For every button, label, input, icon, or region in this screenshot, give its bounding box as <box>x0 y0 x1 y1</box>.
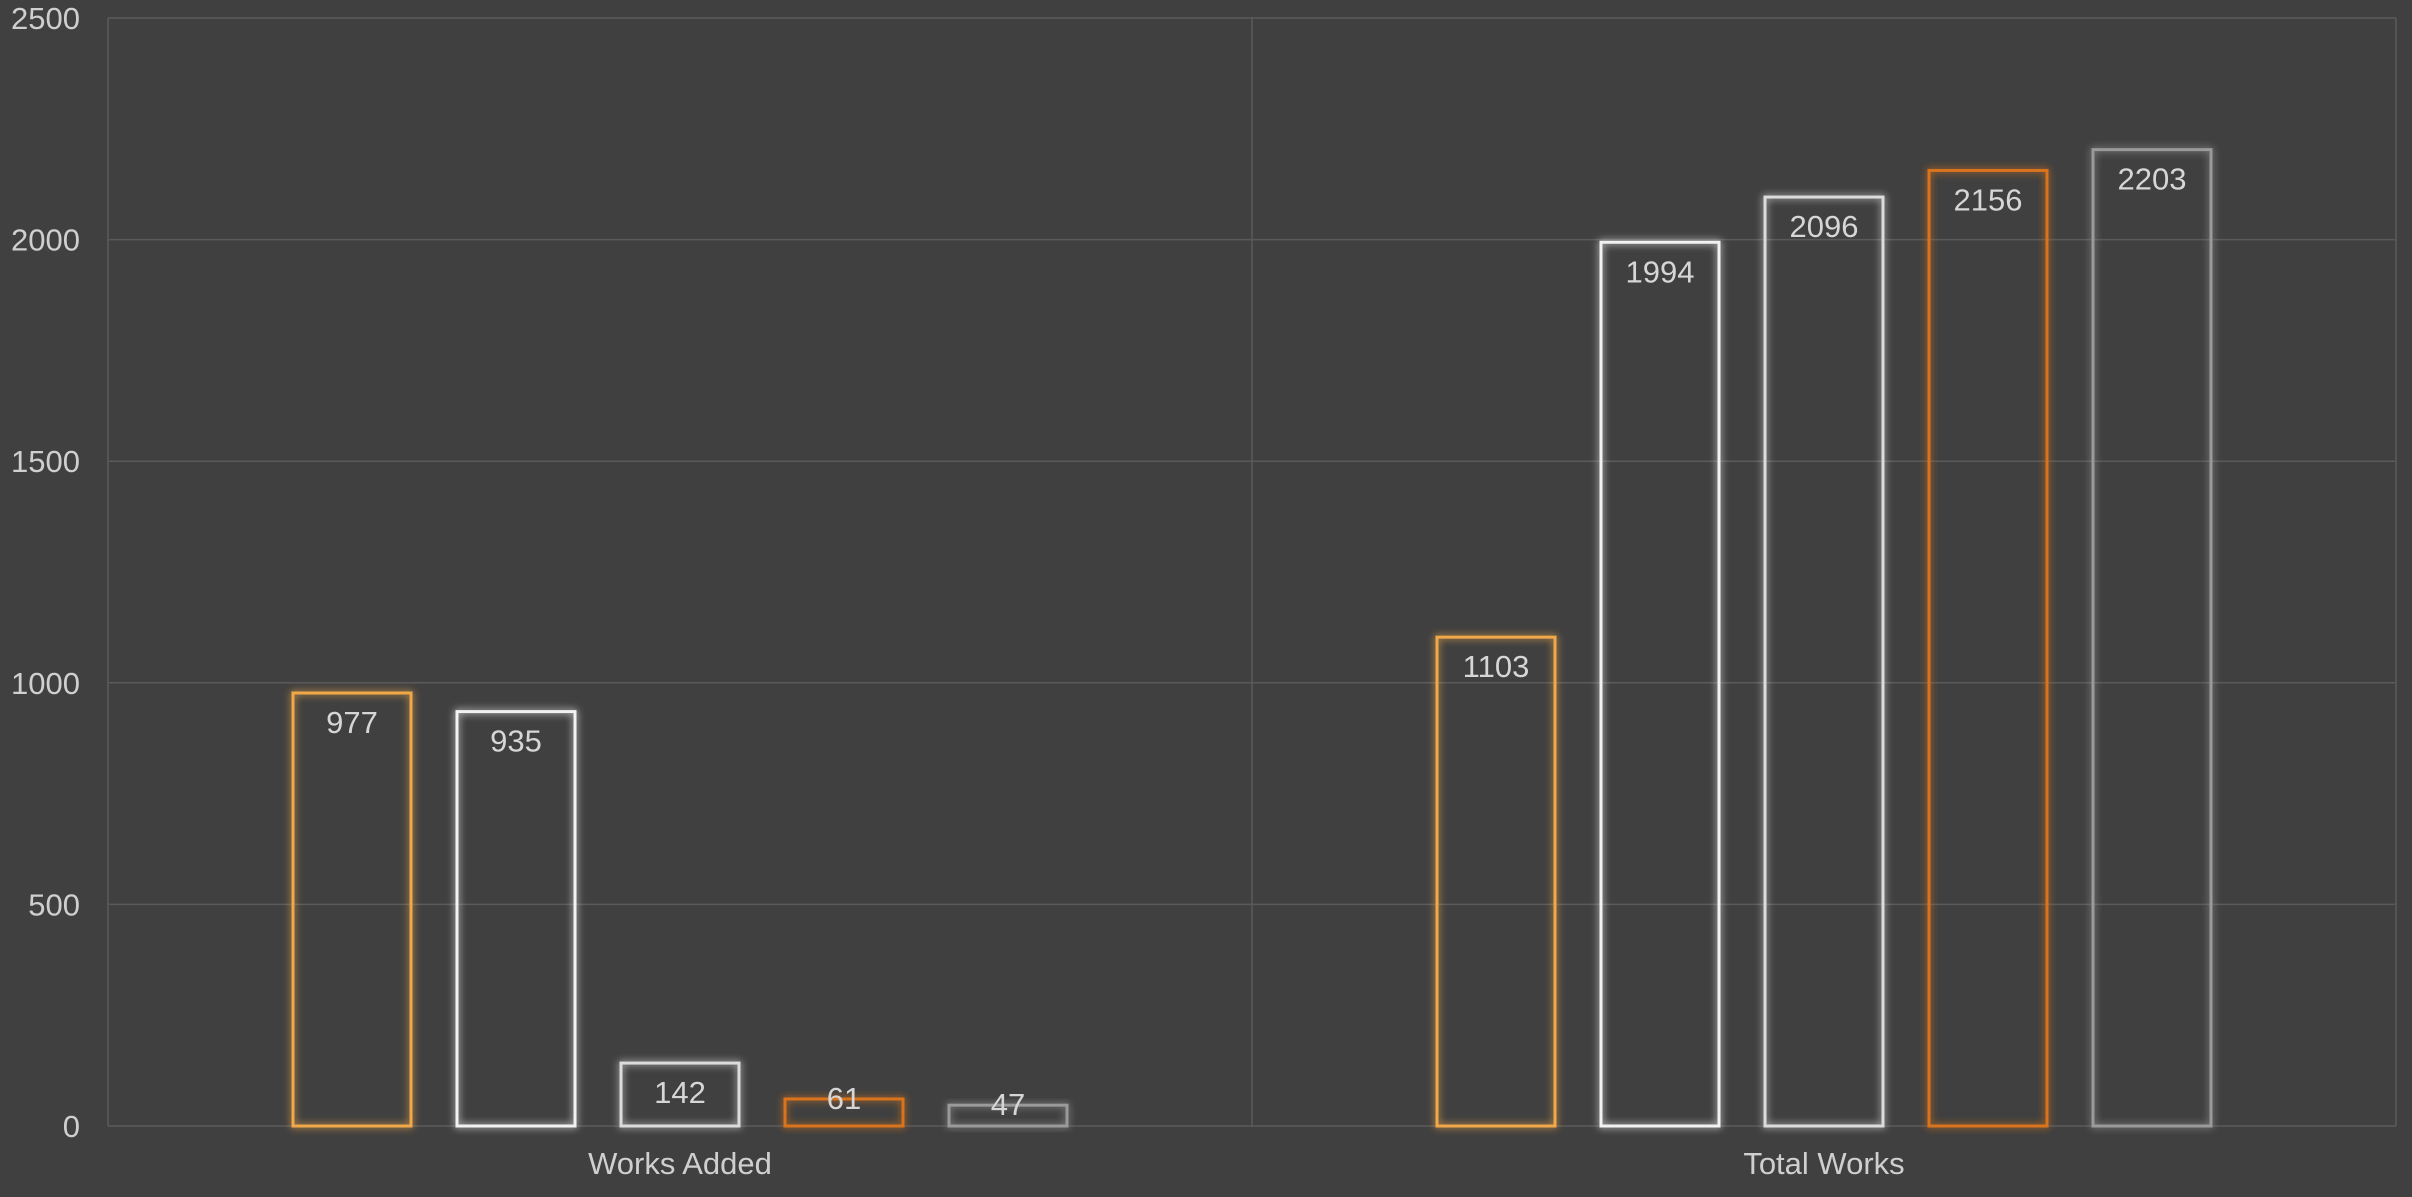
bar <box>947 1103 1069 1128</box>
bar <box>1599 240 1721 1128</box>
data-label: 2203 <box>2118 162 2187 197</box>
y-tick-label: 1500 <box>11 444 80 479</box>
bar <box>783 1097 905 1128</box>
gridlines <box>107 17 2397 1127</box>
data-label: 2096 <box>1790 209 1859 244</box>
bar <box>455 710 577 1128</box>
data-label: 61 <box>827 1081 861 1116</box>
x-category-label: Total Works <box>1743 1146 1904 1181</box>
data-label: 2156 <box>1954 182 2023 217</box>
y-tick-label: 2000 <box>11 223 80 258</box>
x-category-label: Works Added <box>588 1146 772 1181</box>
bar <box>291 691 413 1128</box>
bar <box>1763 195 1885 1128</box>
data-label: 935 <box>490 724 542 759</box>
x-axis-categories: Works Added Total Works <box>588 1146 1905 1181</box>
bars <box>291 148 2213 1128</box>
bar <box>1927 168 2049 1128</box>
y-tick-label: 1000 <box>11 666 80 701</box>
data-label: 1103 <box>1463 649 1530 684</box>
bar <box>2091 148 2213 1128</box>
data-label: 977 <box>326 705 378 740</box>
y-tick-label: 0 <box>63 1109 80 1144</box>
y-axis-ticks: 0 500 1000 1500 2000 2500 <box>11 1 80 1144</box>
data-labels: 977 935 142 61 47 1103 1994 2096 2156 2203 <box>326 162 2186 1123</box>
bar <box>619 1061 741 1128</box>
y-tick-label: 2500 <box>11 1 80 36</box>
data-label: 47 <box>991 1087 1025 1122</box>
data-label: 1994 <box>1626 254 1695 289</box>
bar <box>1435 635 1557 1128</box>
data-label: 142 <box>654 1075 706 1110</box>
y-tick-label: 500 <box>28 887 80 922</box>
